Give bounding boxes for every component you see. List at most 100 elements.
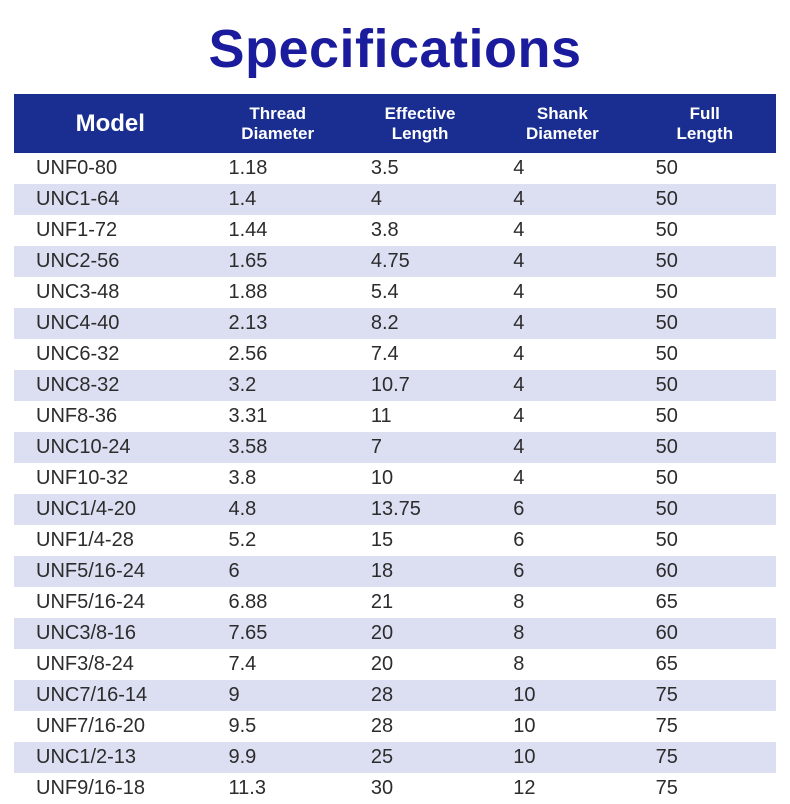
cell-value: 50: [634, 401, 776, 432]
cell-value: 3.8: [349, 215, 491, 246]
cell-value: 6: [491, 494, 633, 525]
cell-model: UNC7/16-14: [14, 680, 207, 711]
cell-value: 20: [349, 649, 491, 680]
cell-value: 75: [634, 773, 776, 804]
cell-value: 50: [634, 339, 776, 370]
cell-value: 8: [491, 649, 633, 680]
cell-value: 75: [634, 711, 776, 742]
cell-value: 4: [349, 184, 491, 215]
cell-model: UNC3-48: [14, 277, 207, 308]
table-row: UNF8-363.3111450: [14, 401, 776, 432]
table-row: UNF1/4-285.215650: [14, 525, 776, 556]
cell-value: 3.58: [207, 432, 349, 463]
specifications-table: Model ThreadDiameter EffectiveLength Sha…: [14, 94, 776, 804]
table-row: UNF9/16-1811.3301275: [14, 773, 776, 804]
cell-value: 4: [491, 277, 633, 308]
cell-value: 5.4: [349, 277, 491, 308]
cell-value: 4: [491, 215, 633, 246]
table-row: UNC1-641.44450: [14, 184, 776, 215]
table-row: UNC6-322.567.4450: [14, 339, 776, 370]
cell-value: 10: [349, 463, 491, 494]
cell-model: UNC1/4-20: [14, 494, 207, 525]
cell-value: 9.5: [207, 711, 349, 742]
cell-model: UNC6-32: [14, 339, 207, 370]
cell-value: 18: [349, 556, 491, 587]
cell-value: 4: [491, 432, 633, 463]
table-row: UNC3/8-167.6520860: [14, 618, 776, 649]
cell-value: 6: [491, 525, 633, 556]
cell-value: 50: [634, 370, 776, 401]
cell-value: 6.88: [207, 587, 349, 618]
cell-model: UNF10-32: [14, 463, 207, 494]
table-row: UNC10-243.587450: [14, 432, 776, 463]
col-header-effective-length: EffectiveLength: [349, 94, 491, 153]
cell-value: 7: [349, 432, 491, 463]
cell-model: UNF3/8-24: [14, 649, 207, 680]
table-row: UNF7/16-209.5281075: [14, 711, 776, 742]
cell-value: 3.31: [207, 401, 349, 432]
col-header-model: Model: [14, 94, 207, 153]
cell-value: 50: [634, 153, 776, 184]
table-row: UNC2-561.654.75450: [14, 246, 776, 277]
cell-value: 13.75: [349, 494, 491, 525]
cell-model: UNC8-32: [14, 370, 207, 401]
col-header-shank-diameter: ShankDiameter: [491, 94, 633, 153]
table-header-row: Model ThreadDiameter EffectiveLength Sha…: [14, 94, 776, 153]
cell-value: 75: [634, 680, 776, 711]
table-row: UNF1-721.443.8450: [14, 215, 776, 246]
table-row: UNF10-323.810450: [14, 463, 776, 494]
cell-value: 25: [349, 742, 491, 773]
cell-value: 5.2: [207, 525, 349, 556]
cell-value: 75: [634, 742, 776, 773]
cell-value: 8: [491, 587, 633, 618]
cell-value: 4: [491, 370, 633, 401]
cell-model: UNF9/16-18: [14, 773, 207, 804]
cell-value: 7.65: [207, 618, 349, 649]
cell-value: 50: [634, 215, 776, 246]
cell-value: 30: [349, 773, 491, 804]
cell-value: 65: [634, 649, 776, 680]
table-row: UNC1/4-204.813.75650: [14, 494, 776, 525]
table-row: UNF3/8-247.420865: [14, 649, 776, 680]
cell-value: 10: [491, 680, 633, 711]
col-header-thread-diameter: ThreadDiameter: [207, 94, 349, 153]
cell-model: UNC1-64: [14, 184, 207, 215]
table-row: UNC1/2-139.9251075: [14, 742, 776, 773]
table-row: UNC7/16-149281075: [14, 680, 776, 711]
cell-value: 50: [634, 525, 776, 556]
cell-value: 65: [634, 587, 776, 618]
cell-value: 8.2: [349, 308, 491, 339]
cell-model: UNC2-56: [14, 246, 207, 277]
cell-value: 4: [491, 463, 633, 494]
cell-value: 10: [491, 711, 633, 742]
cell-value: 4: [491, 401, 633, 432]
cell-model: UNF5/16-24: [14, 587, 207, 618]
cell-value: 2.13: [207, 308, 349, 339]
cell-value: 21: [349, 587, 491, 618]
cell-value: 2.56: [207, 339, 349, 370]
cell-value: 1.4: [207, 184, 349, 215]
cell-model: UNF0-80: [14, 153, 207, 184]
cell-value: 8: [491, 618, 633, 649]
cell-value: 6: [491, 556, 633, 587]
cell-model: UNF1-72: [14, 215, 207, 246]
cell-value: 11: [349, 401, 491, 432]
cell-value: 10: [491, 742, 633, 773]
table-row: UNC8-323.210.7450: [14, 370, 776, 401]
cell-value: 50: [634, 494, 776, 525]
table-row: UNC4-402.138.2450: [14, 308, 776, 339]
cell-value: 1.44: [207, 215, 349, 246]
cell-value: 3.2: [207, 370, 349, 401]
cell-value: 28: [349, 680, 491, 711]
cell-value: 12: [491, 773, 633, 804]
cell-model: UNC10-24: [14, 432, 207, 463]
cell-model: UNF5/16-24: [14, 556, 207, 587]
cell-value: 3.5: [349, 153, 491, 184]
cell-value: 9.9: [207, 742, 349, 773]
cell-value: 7.4: [207, 649, 349, 680]
cell-value: 4: [491, 184, 633, 215]
cell-value: 50: [634, 184, 776, 215]
cell-value: 15: [349, 525, 491, 556]
cell-value: 20: [349, 618, 491, 649]
cell-value: 4: [491, 339, 633, 370]
